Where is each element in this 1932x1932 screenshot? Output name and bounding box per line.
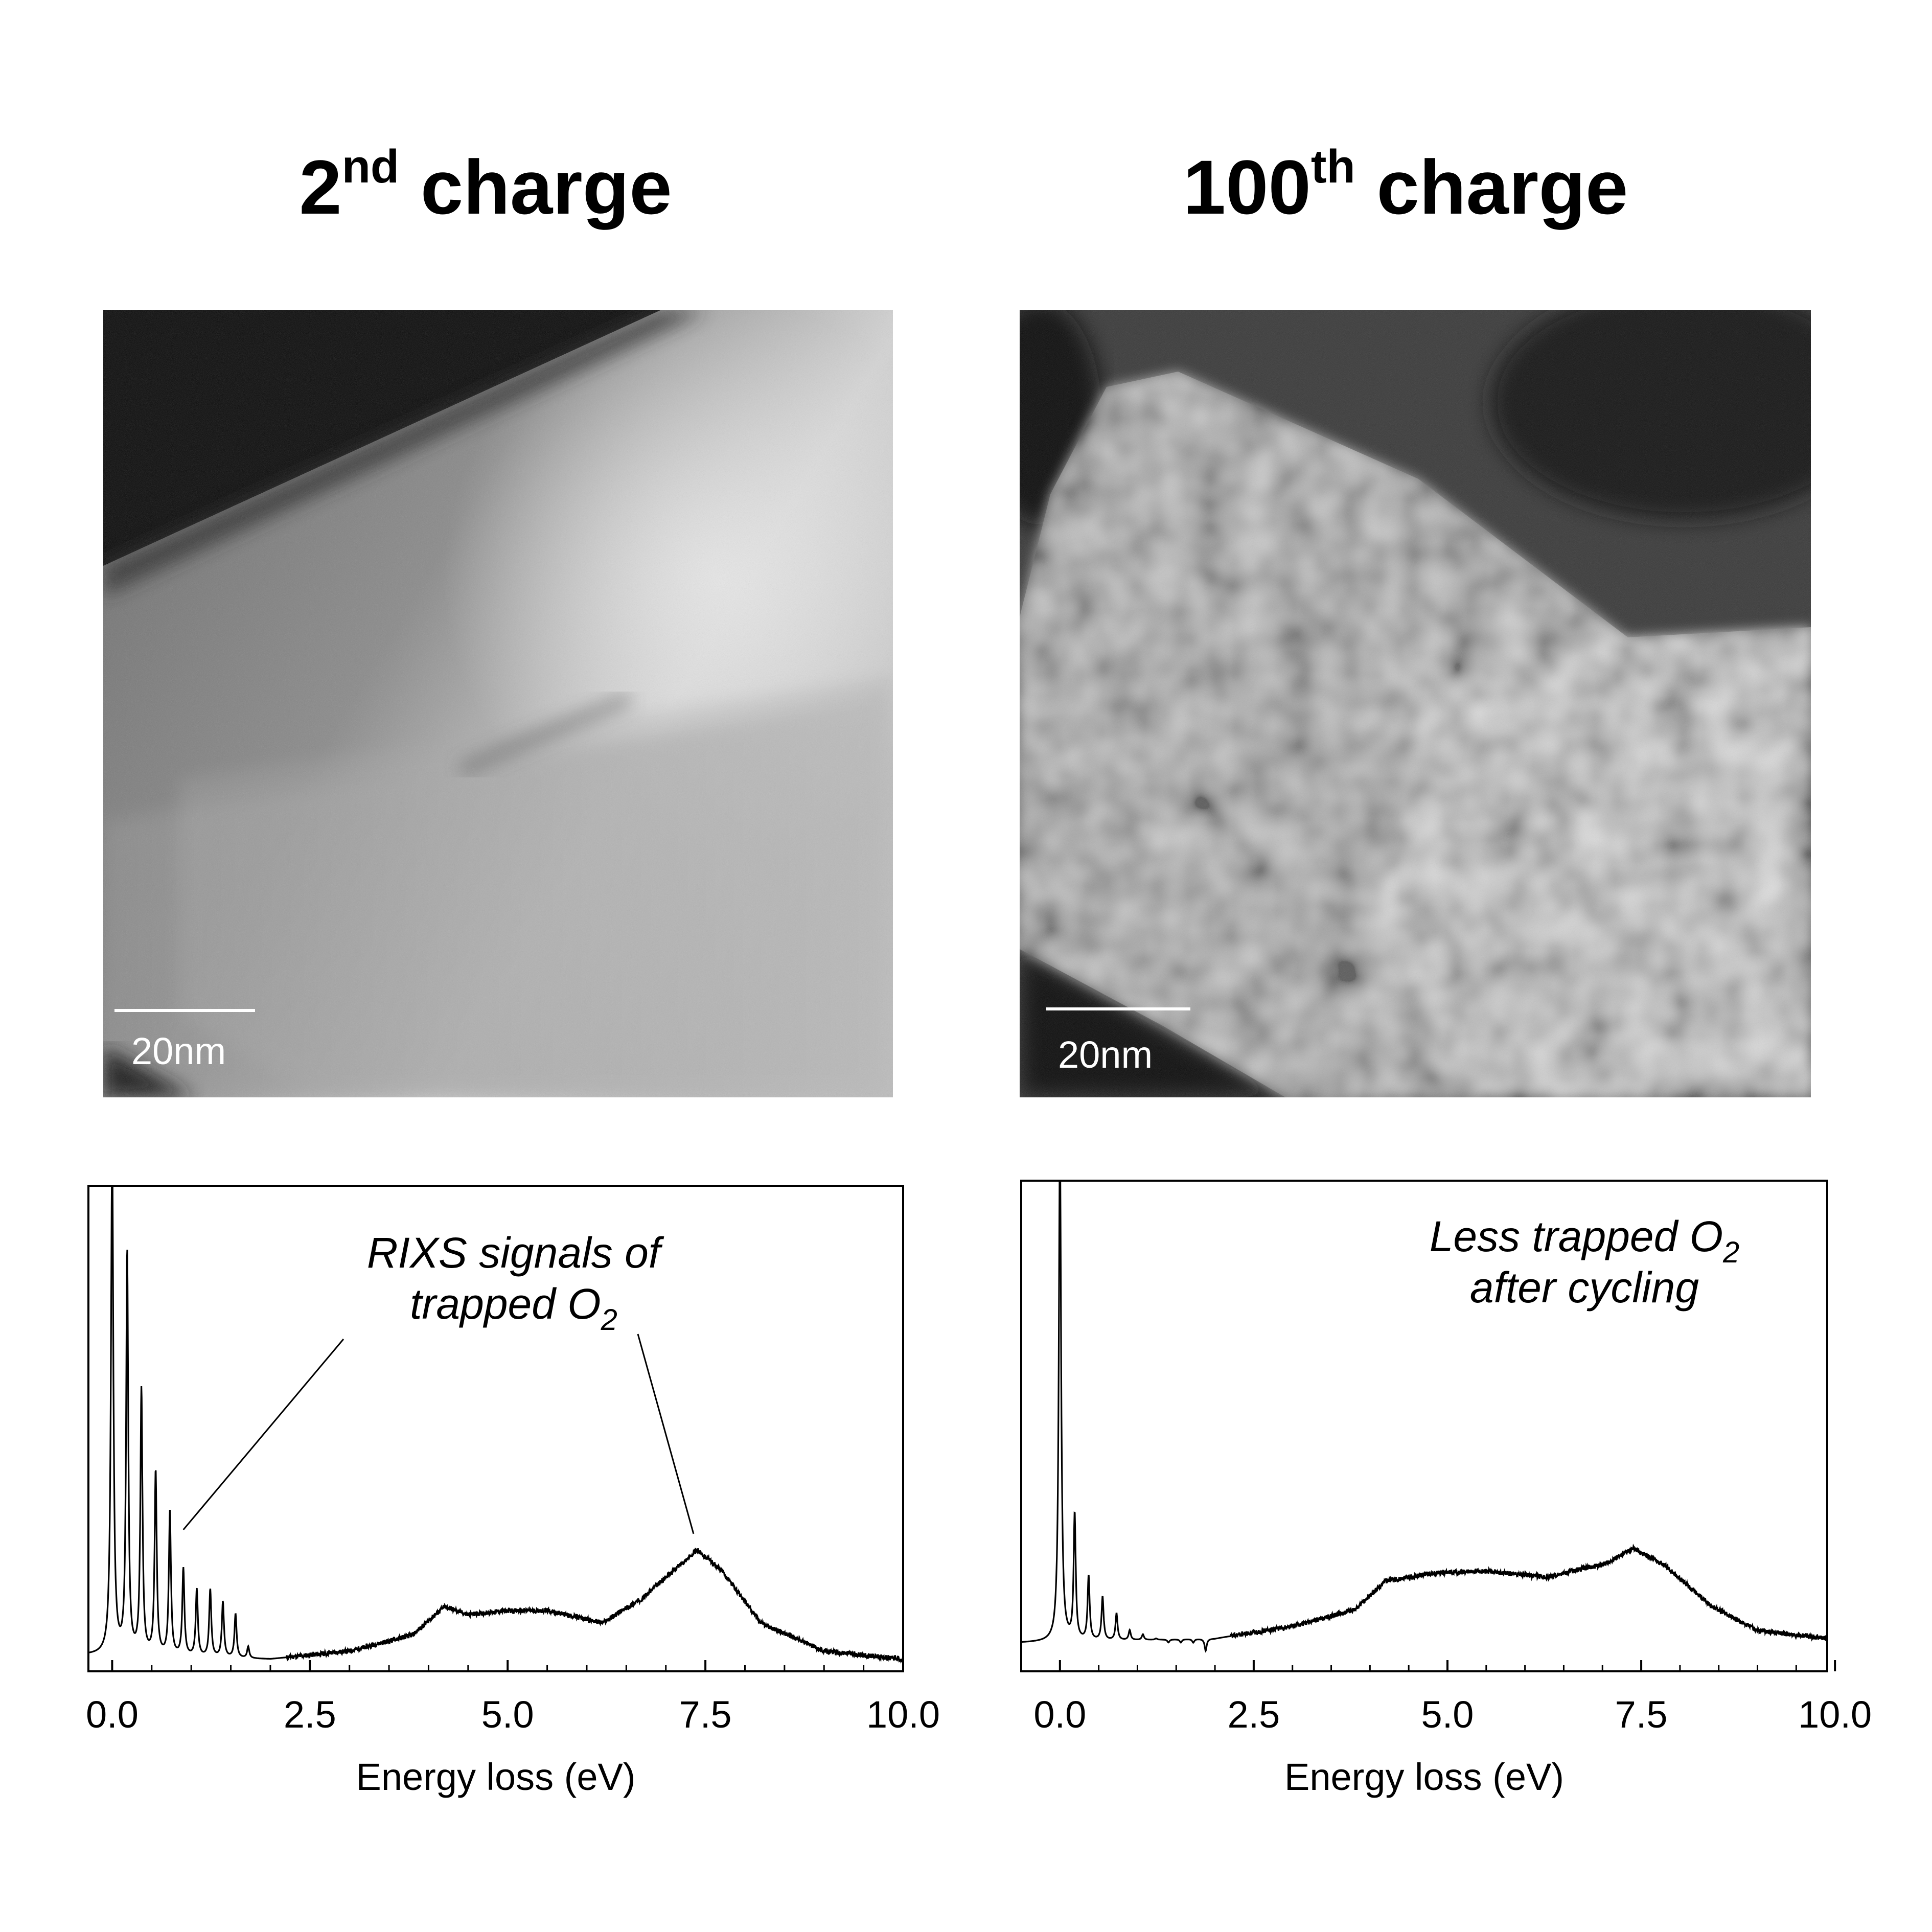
title-superscript: nd <box>341 141 400 193</box>
x-tick-label: 5.0 <box>481 1693 534 1736</box>
plot-frame <box>87 1185 904 1672</box>
title-number: 100 <box>1183 144 1311 230</box>
x-tick-label: 2.5 <box>1227 1693 1280 1736</box>
title-text: charge <box>1355 144 1628 230</box>
scale-bar <box>114 1009 255 1012</box>
rixs-plot-2nd-charge: 0.0 2.5 5.0 7.5 10.0 Energy loss (eV) RIXS sig… <box>86 1185 940 1798</box>
x-tick-label: 7.5 <box>679 1693 732 1736</box>
title-superscript: th <box>1310 141 1355 193</box>
annotation-pointer <box>182 1339 344 1530</box>
annotation-subscript: 2 <box>601 1303 617 1337</box>
scale-bar-label: 20nm <box>1058 1033 1153 1076</box>
panel-title-100th-charge: 100th charge <box>971 143 1840 225</box>
annotation-subscript: 2 <box>1722 1236 1739 1269</box>
plot-frame <box>1020 1180 1828 1672</box>
annotation-line-1: Less trapped O2 <box>1430 1212 1740 1269</box>
x-tick-label: 10.0 <box>866 1693 940 1736</box>
title-number: 2 <box>299 144 342 230</box>
x-tick-label: 0.0 <box>86 1693 139 1736</box>
x-tick-label: 2.5 <box>284 1693 336 1736</box>
x-tick-label: 5.0 <box>1421 1693 1474 1736</box>
annotation-line-2: trapped O2 <box>410 1280 617 1337</box>
scale-bar <box>1046 1007 1190 1010</box>
stem-image-100th-charge: 20nm <box>1020 310 1811 1097</box>
stem-image-2nd-charge: 20nm <box>103 310 893 1097</box>
spectrum-line <box>88 1186 903 1664</box>
spectrum-line <box>1021 1181 1827 1653</box>
panel-title-2nd-charge: 2nd charge <box>51 143 920 225</box>
title-text: charge <box>399 144 672 230</box>
micrograph-left-graphic <box>103 310 893 1097</box>
x-axis-label: Energy loss (eV) <box>356 1756 636 1798</box>
annotation-line-2: after cycling <box>1470 1263 1699 1312</box>
scale-bar-label: 20nm <box>131 1030 226 1072</box>
x-tick-label: 7.5 <box>1615 1693 1668 1736</box>
x-tick-label: 0.0 <box>1033 1693 1086 1736</box>
x-axis-label: Energy loss (eV) <box>1284 1756 1564 1798</box>
x-tick-label: 10.0 <box>1798 1693 1872 1736</box>
annotation-line-1: RIXS signals of <box>367 1229 664 1277</box>
micrograph-right-graphic <box>1020 310 1811 1097</box>
annotation-pointer <box>637 1333 695 1534</box>
rixs-plot-100th-charge: 0.0 2.5 5.0 7.5 10.0 Energy loss (eV) Less tra… <box>1020 1180 1872 1798</box>
